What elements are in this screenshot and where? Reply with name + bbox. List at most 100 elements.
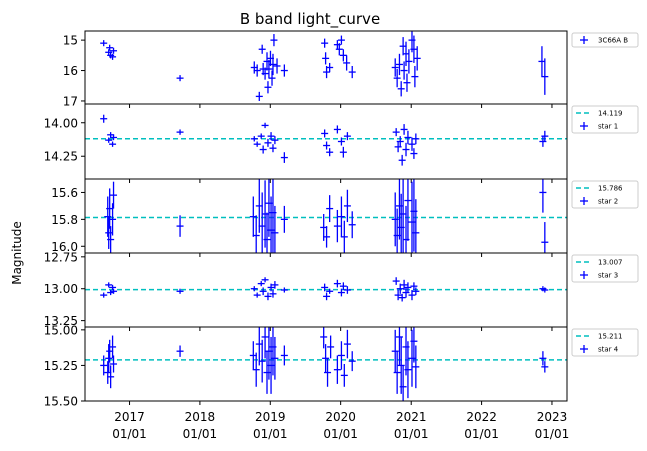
data-point — [269, 53, 277, 76]
panel-3: 15.6 15.8 16.0 15.786 star 2 — [51, 178, 639, 257]
data-point — [280, 152, 288, 163]
data-point — [257, 281, 265, 287]
data-point — [410, 327, 418, 363]
data-point — [264, 292, 272, 301]
data-point — [267, 283, 275, 292]
data-point — [265, 59, 273, 79]
data-point — [250, 136, 258, 142]
data-point — [541, 58, 549, 95]
data-point — [322, 52, 330, 65]
data-point — [343, 329, 351, 359]
data-point — [393, 69, 401, 88]
data-point — [392, 128, 400, 137]
data-point — [261, 67, 269, 80]
data-point — [264, 138, 272, 147]
data-point — [396, 136, 404, 147]
data-point — [105, 344, 113, 373]
data-point — [340, 220, 348, 253]
data-point — [337, 341, 345, 370]
panel-1: 15 16 17 3C66A B — [63, 30, 639, 108]
data-point — [333, 355, 341, 384]
data-point — [539, 179, 547, 213]
data-point — [176, 345, 184, 357]
legend: 14.119 star 1 — [571, 105, 639, 134]
data-point — [403, 73, 411, 92]
data-point — [339, 282, 347, 290]
data-point — [259, 287, 267, 296]
data-point — [337, 196, 345, 237]
data-point — [110, 355, 118, 373]
data-point — [176, 75, 184, 82]
legend-label: star 3 — [598, 272, 618, 280]
x-tick-label: 01/01 — [323, 427, 358, 441]
data-point — [176, 129, 184, 135]
data-point — [343, 286, 351, 294]
legend-label: 13.007 — [598, 259, 623, 267]
y-tick-label: 15.6 — [51, 186, 78, 200]
x-tick-label: 01/01 — [394, 427, 429, 441]
data-point — [392, 277, 400, 285]
data-point — [541, 361, 549, 373]
data-point — [320, 327, 328, 349]
data-point — [105, 282, 113, 288]
data-point — [410, 148, 418, 159]
data-point — [411, 65, 419, 88]
data-point — [257, 133, 265, 139]
data-point — [348, 65, 356, 79]
x-tick-label: 01/01 — [535, 427, 570, 441]
x-tick-label: 01/01 — [253, 427, 288, 441]
data-point — [326, 195, 334, 223]
data-point — [541, 287, 549, 293]
data-point — [339, 49, 347, 62]
legend-box — [571, 32, 639, 48]
data-point — [252, 215, 260, 253]
data-point — [405, 49, 413, 74]
y-tick-label: 17 — [63, 94, 78, 108]
data-point — [253, 64, 261, 77]
data-point — [253, 141, 261, 147]
data-point — [271, 136, 279, 145]
data-point — [397, 81, 405, 97]
data-point — [270, 34, 278, 47]
data-point — [176, 215, 184, 237]
data-point — [343, 55, 351, 71]
data-point — [100, 292, 108, 298]
y-tick-label: 16.0 — [51, 240, 78, 254]
data-point — [326, 288, 334, 294]
data-point — [402, 142, 410, 157]
legend-label: 3C66A B — [598, 37, 628, 45]
data-point — [261, 122, 269, 129]
x-tick-label: 2021 — [396, 410, 427, 424]
data-point — [412, 287, 420, 296]
data-point — [110, 134, 118, 141]
x-axis-ticks: 2017 01/01 2018 01/01 2019 01/01 2020 01/01 2021… — [112, 410, 569, 441]
x-tick-label: 01/01 — [464, 427, 499, 441]
data-point — [404, 282, 412, 293]
data-point — [252, 352, 260, 387]
data-point — [410, 282, 418, 290]
data-point — [109, 53, 117, 60]
data-point — [408, 290, 416, 301]
data-point — [541, 130, 549, 142]
panel-2: 14.00 14.25 14.119 star 1 — [44, 103, 639, 183]
data-point — [337, 35, 345, 45]
data-point — [261, 277, 269, 283]
data-point — [412, 199, 420, 253]
data-point — [412, 345, 420, 389]
data-point — [337, 137, 345, 146]
y-tick-label: 15.8 — [51, 213, 78, 227]
data-point — [333, 125, 341, 134]
data-point — [327, 335, 335, 359]
y-tick-label: 15.00 — [44, 323, 78, 337]
y-tick-label: 13.00 — [44, 282, 78, 296]
data-point — [343, 189, 351, 223]
data-point — [176, 288, 184, 294]
data-point — [343, 132, 351, 141]
y-tick-label: 12.75 — [44, 250, 78, 264]
data-point — [404, 130, 412, 145]
data-point — [333, 209, 341, 243]
legend: 13.007 star 3 — [571, 254, 639, 283]
legend-label: 15.211 — [598, 333, 623, 341]
data-point — [398, 293, 406, 302]
